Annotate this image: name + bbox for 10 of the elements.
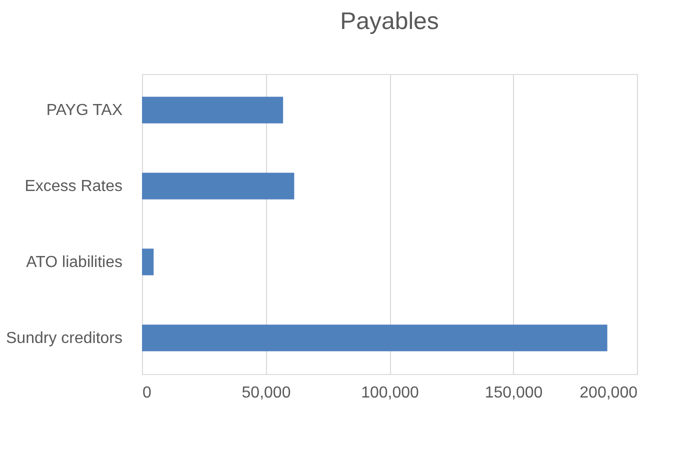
x-tick-label: 100,000: [361, 384, 420, 402]
y-tick-label: Sundry creditors: [6, 330, 122, 347]
x-tick-label: 150,000: [484, 384, 543, 402]
chart-title: Payables: [340, 8, 439, 35]
x-tick-label: 50,000: [242, 384, 291, 402]
y-tick-label: ATO liabilities: [26, 254, 122, 271]
x-tick-label: 0: [142, 384, 152, 402]
x-tick-label: 200,000: [580, 384, 638, 402]
y-tick-label: Excess Rates: [24, 178, 122, 196]
y-tick-label: PAYG TAX: [46, 102, 123, 120]
